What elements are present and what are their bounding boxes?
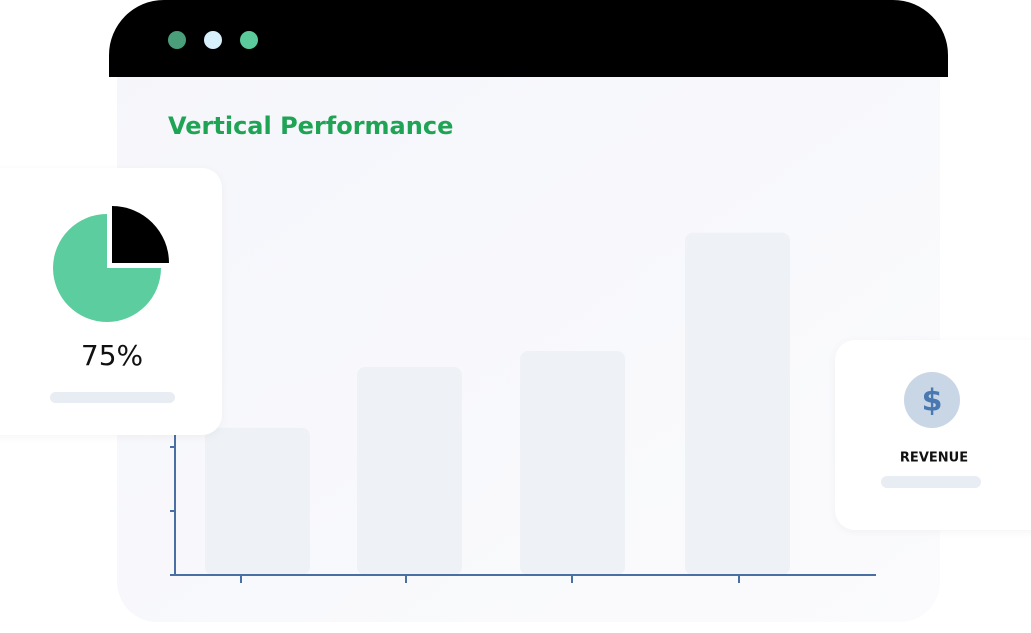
bar [520,351,625,575]
plot [170,232,790,583]
pie [53,206,169,322]
window-bar [109,0,948,77]
window-dot[interactable] [240,31,258,49]
revenue-icon-symbol: $ [922,384,943,419]
placeholder-line [50,392,175,403]
revenue-card [835,340,1031,530]
window-dot[interactable] [168,31,186,49]
window-dot[interactable] [204,31,222,49]
chart-title: Vertical Performance [168,112,453,140]
bar [205,427,310,575]
revenue-icon [904,372,960,428]
pie-slice-rest [112,206,169,263]
revenue-label: REVENUE [900,451,968,466]
placeholder-line [881,476,981,488]
bar [357,367,462,575]
bar [685,232,790,575]
pie-slice [53,214,161,322]
pie-value-label: 75% [81,339,143,372]
